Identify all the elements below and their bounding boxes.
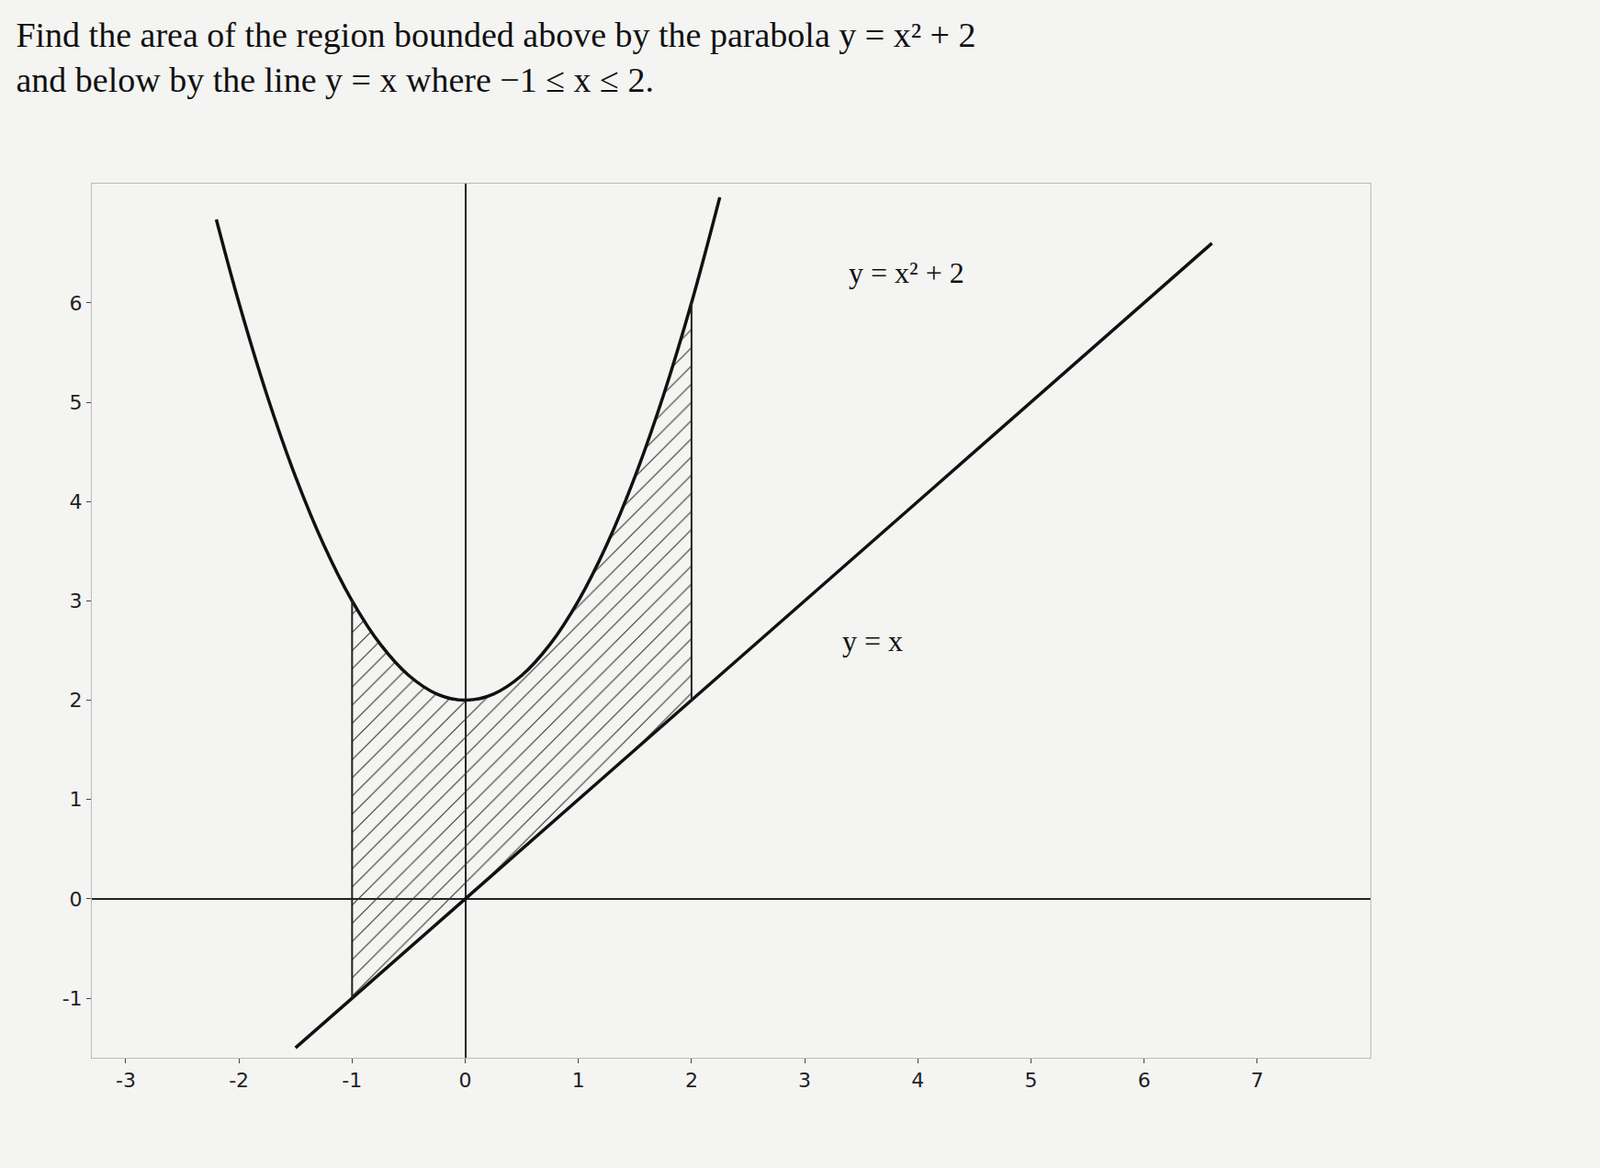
svg-text:3: 3 [798, 1069, 812, 1093]
svg-text:3: 3 [69, 589, 83, 613]
svg-text:-1: -1 [341, 1069, 362, 1093]
svg-text:1: 1 [69, 788, 83, 812]
svg-text:2: 2 [69, 688, 83, 712]
svg-text:0: 0 [459, 1069, 473, 1093]
svg-text:4: 4 [911, 1069, 924, 1093]
svg-text:4: 4 [69, 490, 83, 514]
svg-text:-1: -1 [62, 987, 83, 1011]
svg-text:5: 5 [1024, 1069, 1037, 1093]
svg-text:-3: -3 [115, 1069, 136, 1093]
svg-text:1: 1 [572, 1069, 586, 1093]
svg-text:6: 6 [69, 292, 83, 316]
svg-text:6: 6 [1138, 1069, 1151, 1093]
svg-text:Find the area of the region bo: Find the area of the region bounded abov… [15, 15, 976, 100]
svg-text:0: 0 [69, 888, 83, 912]
svg-text:7: 7 [1250, 1069, 1264, 1093]
svg-text:2: 2 [685, 1069, 699, 1093]
svg-text:5: 5 [69, 391, 83, 415]
svg-text:y = x² + 2: y = x² + 2 [848, 256, 965, 290]
svg-text:-2: -2 [228, 1069, 249, 1093]
svg-text:y = x: y = x [842, 624, 903, 658]
